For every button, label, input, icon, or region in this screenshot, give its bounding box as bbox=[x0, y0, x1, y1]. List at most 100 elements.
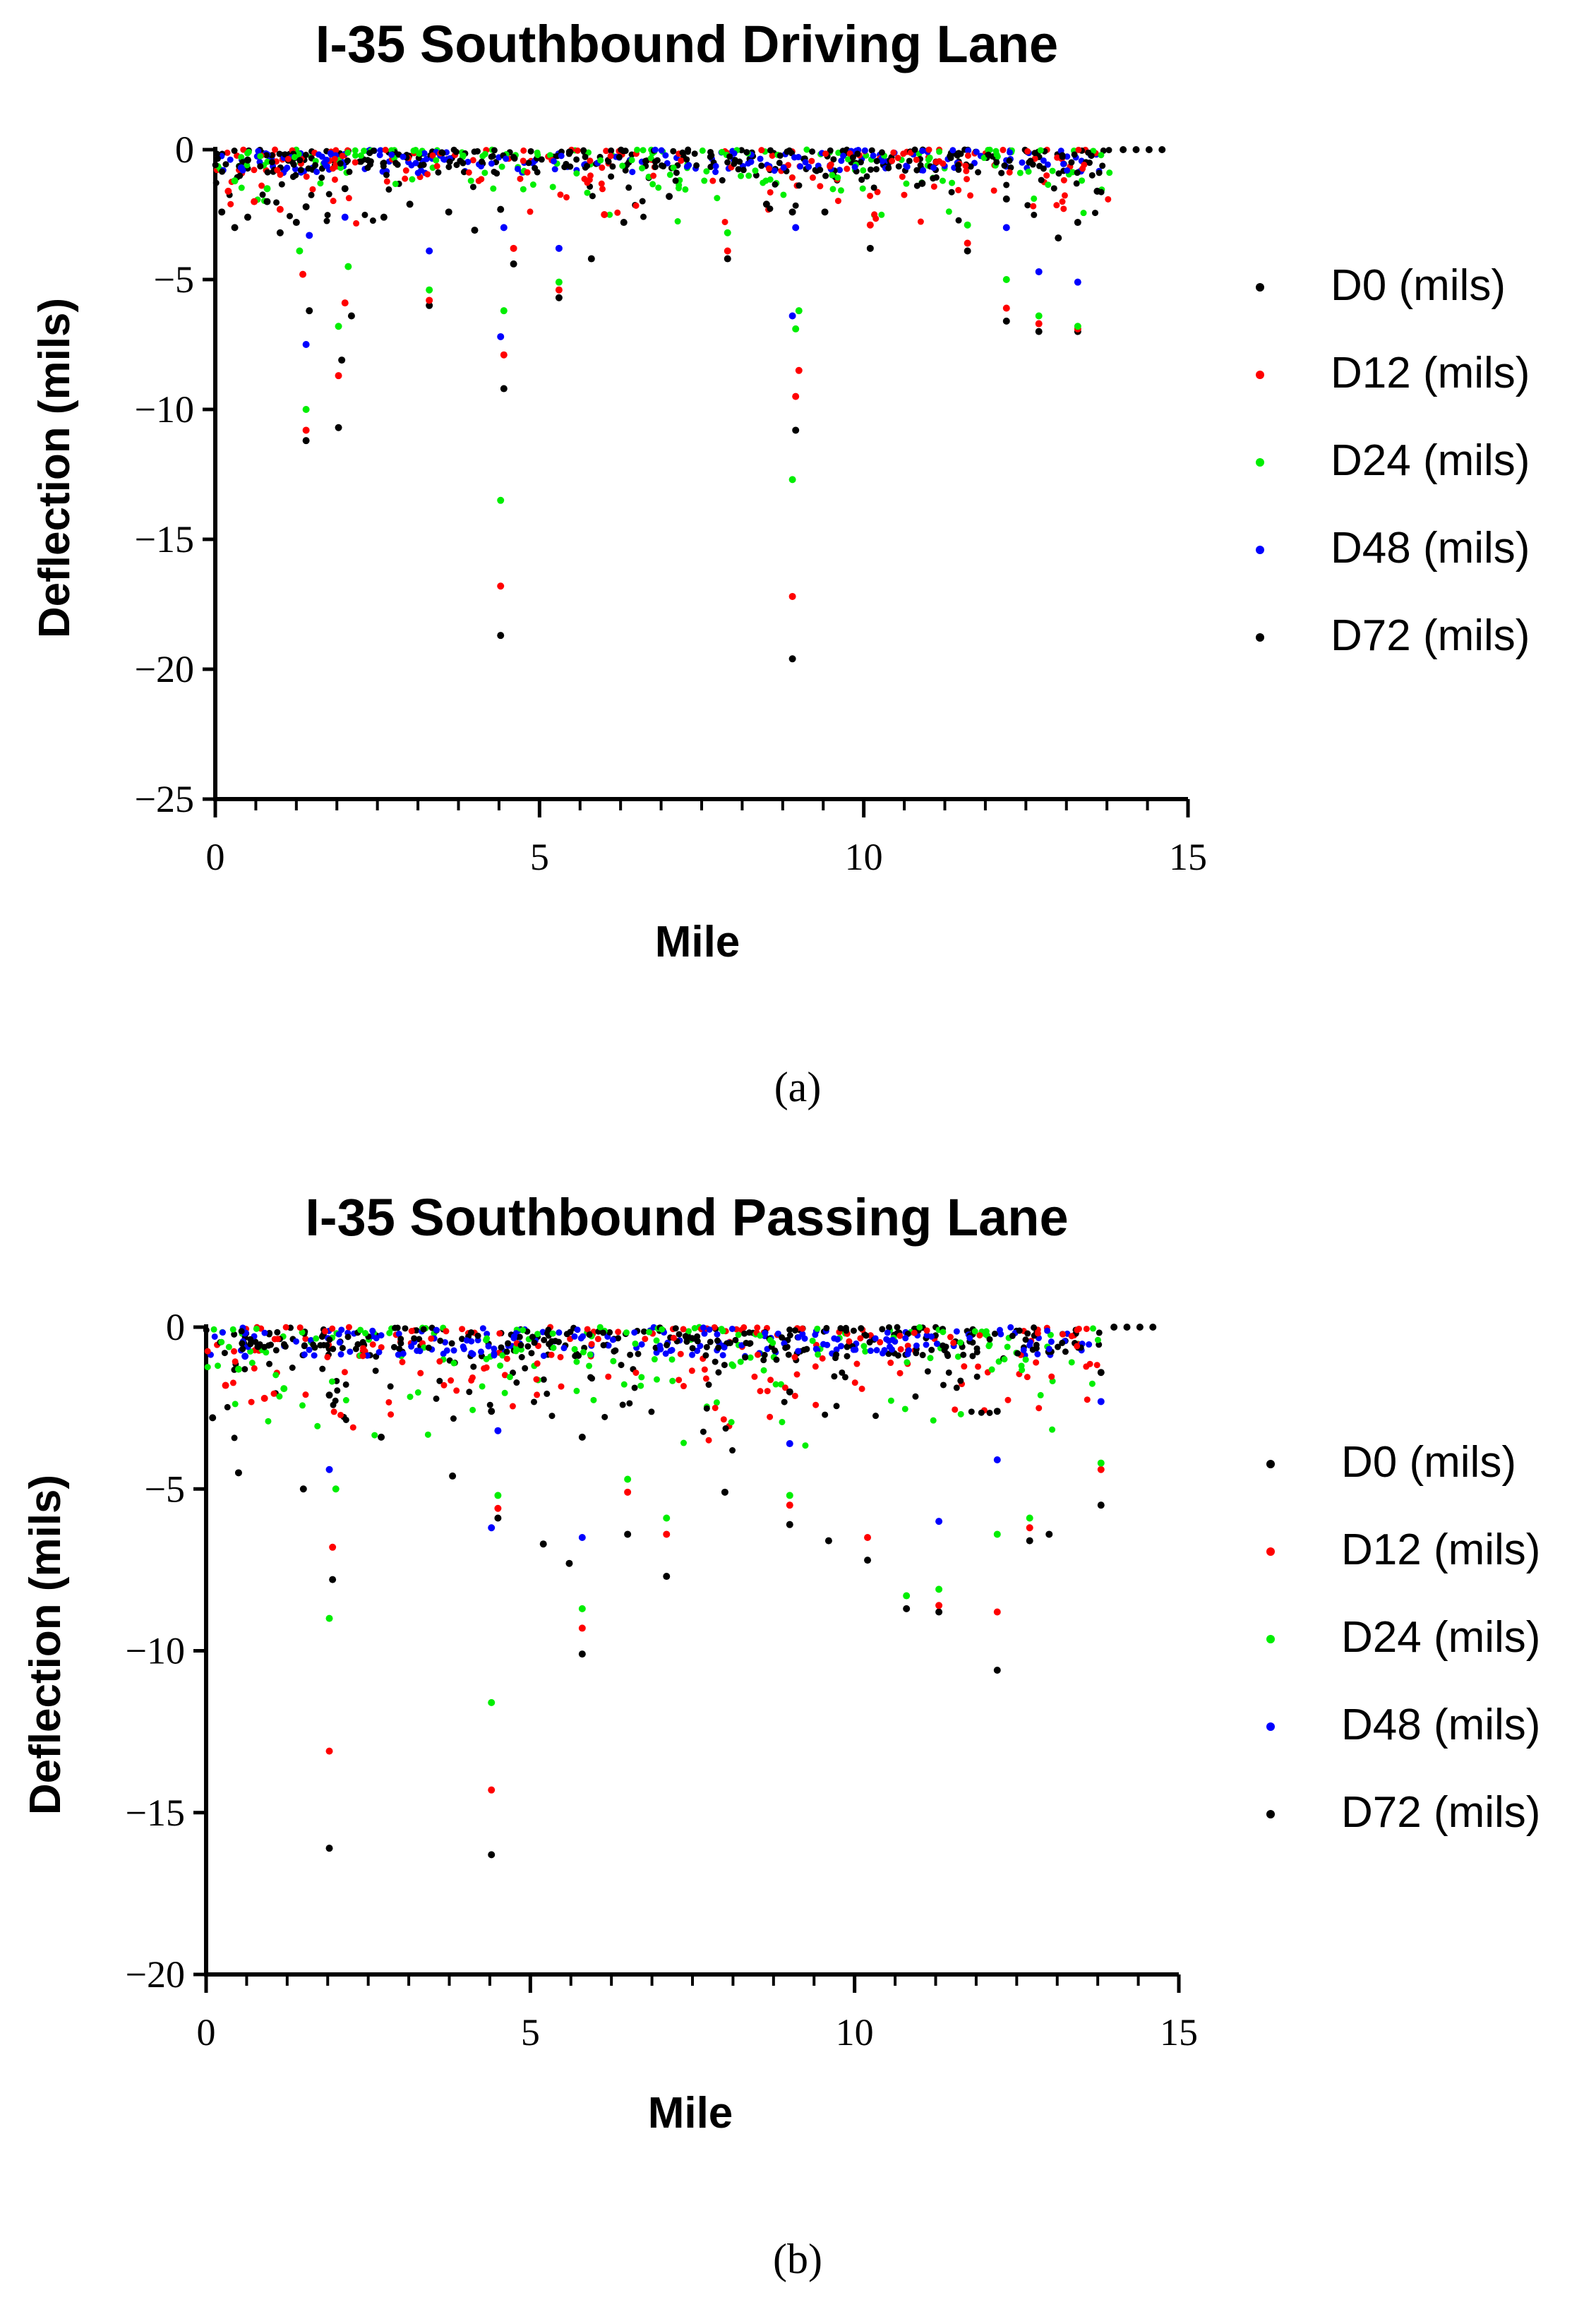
x-tick-label: 15 bbox=[1169, 836, 1207, 878]
scatter-point-cluster bbox=[701, 1330, 708, 1337]
scatter-point-cluster bbox=[632, 1340, 639, 1347]
scatter-point-cluster bbox=[851, 164, 858, 171]
scatter-point-cluster bbox=[469, 157, 476, 164]
scatter-point-cluster bbox=[662, 152, 669, 159]
scatter-point bbox=[788, 476, 796, 484]
scatter-point-cluster bbox=[976, 1332, 983, 1339]
scatter-point-cluster bbox=[417, 1369, 424, 1377]
scatter-point bbox=[335, 424, 342, 431]
scatter-point-cluster bbox=[481, 169, 488, 176]
scatter-point-cluster bbox=[894, 1352, 901, 1359]
scatter-point-cluster bbox=[527, 148, 534, 155]
scatter-point-cluster bbox=[344, 157, 351, 164]
scatter-point-cluster bbox=[957, 1377, 964, 1384]
scatter-point-cluster bbox=[805, 163, 812, 170]
scatter-point-cluster bbox=[263, 1349, 270, 1356]
scatter-point-cluster bbox=[359, 1353, 366, 1360]
scatter-point-cluster bbox=[631, 1329, 638, 1336]
scatter-point-cluster bbox=[325, 191, 332, 198]
scatter-point-cluster bbox=[453, 162, 460, 169]
scatter-point-cluster bbox=[616, 153, 623, 160]
scatter-point-cluster bbox=[420, 1326, 427, 1333]
scatter-point-cluster bbox=[1004, 1343, 1011, 1350]
scatter-point-cluster bbox=[402, 175, 409, 182]
scatter-point bbox=[935, 1608, 943, 1616]
scatter-point-cluster bbox=[712, 1358, 719, 1365]
scatter-point-cluster bbox=[324, 212, 331, 219]
chart-title: I-35 Southbound Passing Lane bbox=[305, 1188, 1068, 1247]
scatter-point-cluster bbox=[990, 187, 997, 194]
scatter-point-cluster bbox=[609, 163, 616, 170]
scatter-point bbox=[302, 341, 310, 348]
scatter-point-cluster bbox=[923, 1341, 930, 1348]
scatter-point bbox=[786, 1492, 793, 1499]
scatter-point-cluster bbox=[767, 147, 774, 154]
scatter-point-cluster bbox=[657, 1345, 664, 1353]
scatter-point-cluster bbox=[712, 169, 719, 176]
scatter-point-cluster bbox=[812, 1345, 820, 1353]
scatter-point-cluster bbox=[1019, 1367, 1026, 1374]
scatter-point-cluster bbox=[326, 1336, 333, 1343]
scatter-point-cluster bbox=[438, 149, 445, 156]
scatter-point-cluster bbox=[565, 148, 572, 155]
scatter-point bbox=[786, 1388, 793, 1396]
scatter-point-cluster bbox=[231, 1348, 238, 1355]
y-tick-label: 0 bbox=[175, 128, 194, 171]
scatter-point-cluster bbox=[388, 151, 395, 158]
scatter-point bbox=[624, 1530, 632, 1538]
scatter-point bbox=[587, 255, 595, 263]
scatter-point-cluster bbox=[967, 192, 974, 199]
scatter-point-cluster bbox=[313, 168, 320, 175]
scatter-point bbox=[866, 221, 874, 229]
scatter-point-cluster bbox=[786, 147, 793, 154]
scatter-point-cluster bbox=[780, 164, 787, 171]
scatter-point-cluster bbox=[520, 186, 527, 193]
scatter-point-cluster bbox=[346, 168, 353, 175]
scatter-point-cluster bbox=[1004, 1396, 1012, 1403]
scatter-point-cluster bbox=[443, 1347, 450, 1354]
scatter-point-cluster bbox=[782, 1344, 789, 1351]
scatter-point bbox=[578, 1605, 586, 1612]
scatter-point-cluster bbox=[861, 147, 868, 154]
scatter-point-cluster bbox=[674, 218, 681, 225]
scatter-point-cluster bbox=[248, 1360, 256, 1367]
scatter-point-cluster bbox=[588, 1341, 595, 1348]
scatter-point-cluster bbox=[788, 174, 796, 181]
scatter-point bbox=[341, 299, 349, 307]
scatter-point-cluster bbox=[973, 148, 980, 155]
scatter-point-cluster bbox=[1022, 1336, 1029, 1343]
scatter-point-cluster bbox=[689, 1351, 696, 1358]
scatter-point-cluster bbox=[857, 159, 864, 166]
scatter-point-cluster bbox=[520, 157, 527, 164]
scatter-point-cluster bbox=[1049, 1426, 1056, 1433]
scatter-point bbox=[380, 213, 388, 221]
scatter-point-cluster bbox=[416, 1348, 424, 1355]
scatter-point-cluster bbox=[652, 146, 659, 153]
scatter-point-cluster bbox=[395, 1331, 402, 1338]
scatter-point-cluster bbox=[947, 1333, 954, 1341]
scatter-point-cluster bbox=[1074, 1326, 1081, 1333]
scatter-point-cluster bbox=[460, 1343, 467, 1350]
scatter-point-cluster bbox=[949, 147, 956, 154]
scatter-point-cluster bbox=[731, 150, 738, 157]
scatter-point bbox=[426, 296, 433, 304]
scatter-point-cluster bbox=[311, 1344, 318, 1351]
scatter-point-cluster bbox=[791, 1392, 798, 1399]
scatter-point bbox=[620, 219, 628, 227]
scatter-point bbox=[601, 211, 608, 218]
scatter-point bbox=[1110, 1324, 1118, 1331]
scatter-point-cluster bbox=[767, 1413, 774, 1420]
y-tick-label: 0 bbox=[166, 1306, 185, 1348]
scatter-point-cluster bbox=[754, 1324, 761, 1331]
scatter-point-cluster bbox=[382, 146, 389, 153]
scatter-point-cluster bbox=[964, 176, 971, 183]
scatter-point-cluster bbox=[680, 1383, 687, 1390]
legend-marker bbox=[1266, 1810, 1275, 1818]
scatter-point-cluster bbox=[949, 179, 956, 186]
scatter-point-cluster bbox=[261, 1343, 268, 1350]
scatter-point-cluster bbox=[1016, 1327, 1023, 1334]
scatter-point-cluster bbox=[676, 181, 683, 188]
scatter-point-cluster bbox=[772, 1347, 779, 1354]
scatter-point-cluster bbox=[1016, 169, 1024, 176]
scatter-point-cluster bbox=[323, 217, 330, 224]
